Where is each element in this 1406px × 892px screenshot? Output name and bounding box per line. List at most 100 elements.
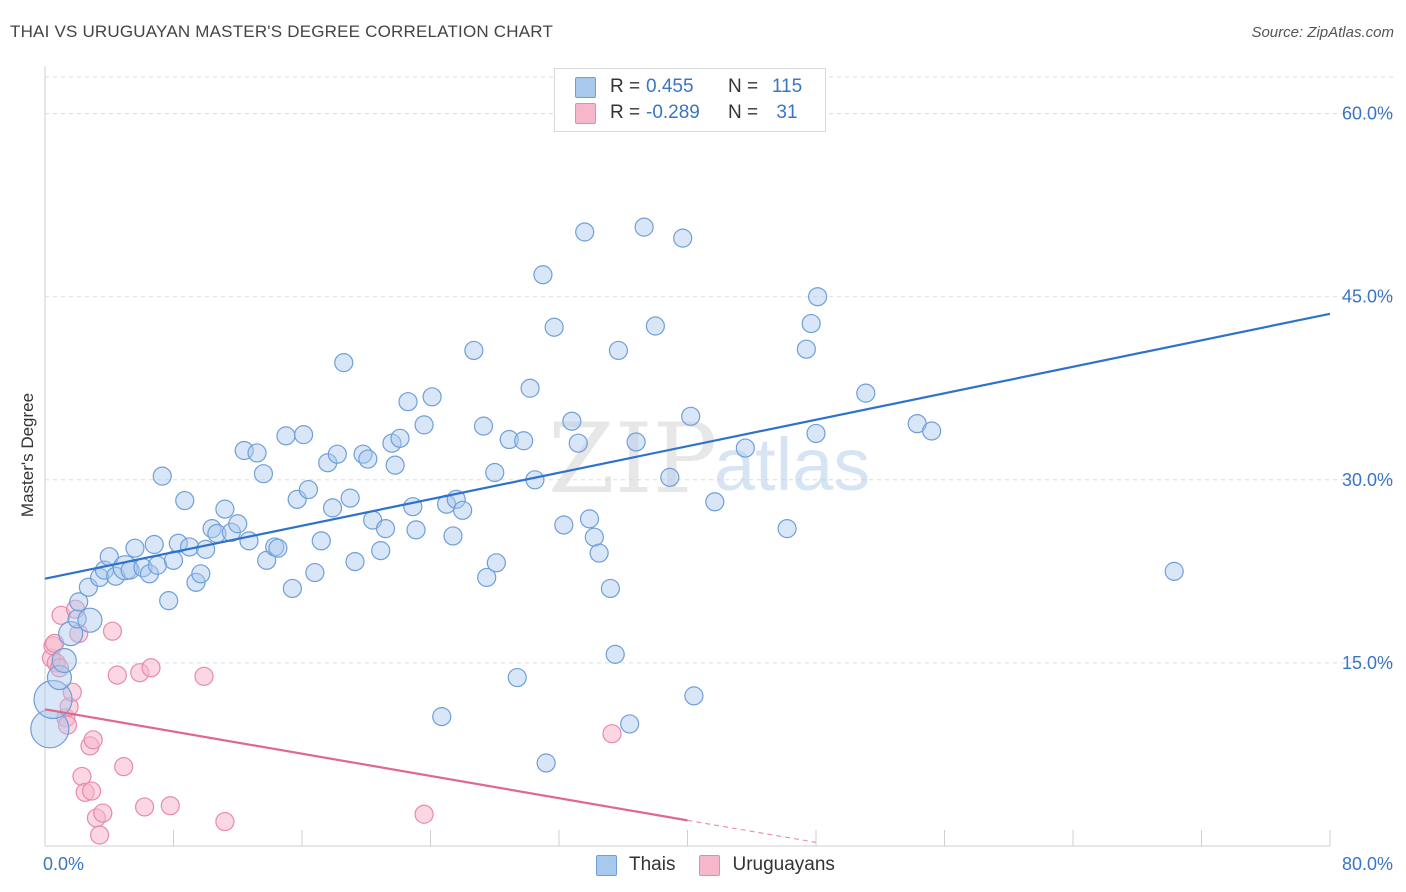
thais-point [684,686,704,706]
r-label: R = [610,76,641,97]
uruguayans-point [93,803,113,823]
thais-point [520,378,540,398]
thais-point [536,753,556,773]
thais-point [568,433,588,453]
thais-point [605,644,625,664]
thais-point [485,462,505,483]
thais-point [398,392,418,412]
grid-lines [45,76,1393,664]
thais-point [340,488,360,508]
axes [44,66,1331,847]
thais-point [403,497,423,517]
r-value: 0.455 [646,76,694,97]
thais-point [922,421,942,441]
source-label: Source: ZipAtlas.com [1251,24,1394,41]
uruguayans-swatch [699,854,721,876]
thais-point [514,431,534,451]
thais-point [620,714,640,734]
uruguayans-point [134,797,155,817]
thais-point [453,500,473,520]
thais-point [507,667,527,688]
thais-point [322,498,343,518]
thais-point [358,449,378,469]
thais-point [856,383,876,403]
thais-point [806,423,826,444]
thais-trend-line [44,312,1331,580]
thais-point [608,340,629,361]
legend-label-thais: Thais [629,854,676,875]
uruguayans-points [41,599,622,845]
thais-point [298,479,319,500]
thais-point [390,428,410,448]
thais-point [414,415,434,435]
r-label: R = [610,102,641,123]
legend-item-thais: Thais [596,854,675,876]
uruguayans-point [81,781,102,801]
thais-point [584,527,604,547]
y-tick-label: 45.0% [1342,287,1393,307]
zipatlas-watermark: ZIP atlas [548,403,870,515]
thais-point [777,519,797,539]
thais-point [196,539,216,559]
chart-title: THAI VS URUGUAYAN MASTER'S DEGREE CORREL… [10,22,554,41]
correlation-legend: R = 0.455 N = 115 R = -0.289 N = 31 [554,68,826,132]
thais-swatch [575,76,596,98]
uruguayans-point [107,665,127,685]
thais-point [544,317,564,337]
thais-point [432,707,452,727]
thais-point [579,509,600,529]
thais-point [345,551,365,572]
thais-point [125,538,145,558]
thais-point [144,534,164,555]
n-label: N = [728,76,759,97]
y-tick-label: 15.0% [1342,653,1393,673]
thais-point [406,520,426,540]
thais-point [1164,561,1184,581]
thais-point [575,222,595,242]
thais-point [311,531,331,551]
thais-point [801,313,821,334]
thais-point [796,339,816,359]
thais-point [159,591,179,611]
thais-point [371,541,391,561]
thais-point [228,514,248,534]
thais-point [705,492,725,512]
thais-point [175,490,195,511]
uruguayans-trend-extension [687,819,817,843]
legend-row-uruguayans: R = -0.289 N = 31 [575,101,812,125]
thais-point [554,515,574,535]
series-legend: Thais Uruguayans [596,852,859,878]
thais-point [735,438,755,458]
y-tick-label: 60.0% [1342,104,1393,124]
thais-point [77,607,103,633]
thais-point [276,426,296,446]
y-axis-label: Master's Degree [18,393,37,517]
uruguayans-point [90,825,110,845]
thais-point [147,555,168,575]
thais-point [645,316,665,336]
thais-point [443,526,463,546]
uruguayans-point [102,621,123,641]
thais-point [265,537,285,557]
thais-point [191,564,211,584]
uruguayans-point [83,730,103,750]
thais-point [600,578,621,599]
thais-point [477,567,497,588]
legend-item-uruguayans: Uruguayans [699,854,835,876]
thais-point [294,425,314,445]
thais-point [253,464,274,484]
r-value: -0.289 [646,102,700,123]
thais-point [681,406,701,426]
trend-lines [44,312,1331,843]
thais-point [385,455,405,475]
thais-point [215,499,235,519]
legend-label-uruguayans: Uruguayans [732,854,835,875]
thais-point [486,553,506,573]
y-tick-label: 30.0% [1342,470,1393,490]
thais-point [626,432,646,452]
thais-point [589,543,609,563]
thais-point [533,265,553,285]
legend-row-thais: R = 0.455 N = 115 [575,75,812,99]
uruguayans-point [114,757,134,777]
